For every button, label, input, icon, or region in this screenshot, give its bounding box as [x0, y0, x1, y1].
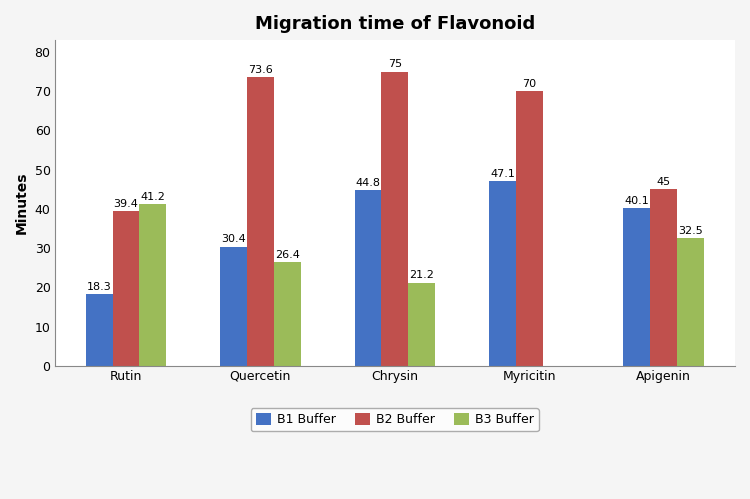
Bar [86, 294, 112, 366]
Text: 40.1: 40.1 [625, 196, 650, 206]
Bar [274, 262, 301, 366]
Text: 39.4: 39.4 [113, 199, 139, 209]
Text: 32.5: 32.5 [678, 226, 703, 236]
Text: 26.4: 26.4 [274, 250, 300, 260]
Text: 18.3: 18.3 [87, 281, 112, 291]
Bar [355, 190, 382, 366]
Text: 45: 45 [657, 177, 670, 187]
Text: 70: 70 [522, 79, 536, 89]
Bar [677, 238, 704, 366]
Bar [247, 77, 274, 366]
Text: 21.2: 21.2 [410, 270, 434, 280]
Text: 73.6: 73.6 [248, 65, 273, 75]
Bar [650, 189, 677, 366]
Bar [623, 209, 650, 366]
Legend: B1 Buffer, B2 Buffer, B3 Buffer: B1 Buffer, B2 Buffer, B3 Buffer [251, 408, 538, 431]
Bar [382, 71, 408, 366]
Bar [408, 282, 435, 366]
Bar [140, 204, 166, 366]
Text: 47.1: 47.1 [490, 169, 514, 179]
Text: 44.8: 44.8 [356, 178, 380, 188]
Title: Migration time of Flavonoid: Migration time of Flavonoid [255, 15, 535, 33]
Y-axis label: Minutes: Minutes [15, 172, 29, 234]
Bar [220, 247, 247, 366]
Text: 75: 75 [388, 59, 402, 69]
Bar [516, 91, 543, 366]
Bar [112, 211, 140, 366]
Text: 30.4: 30.4 [221, 234, 246, 244]
Text: 41.2: 41.2 [140, 192, 165, 202]
Bar [489, 181, 516, 366]
